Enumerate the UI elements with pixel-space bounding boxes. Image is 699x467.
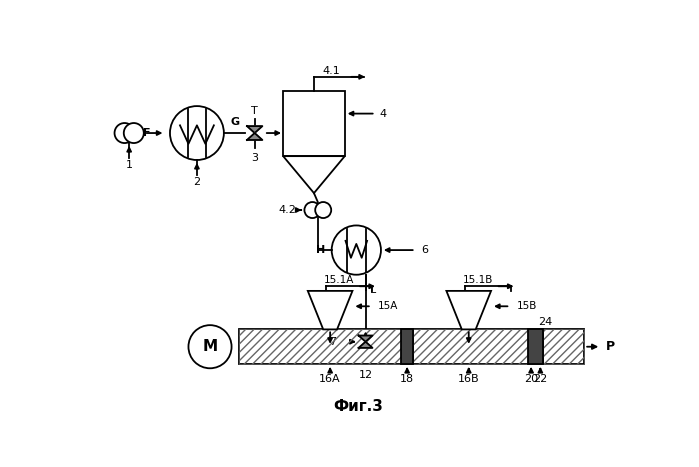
Text: 16A: 16A — [319, 375, 341, 384]
Text: L: L — [370, 285, 377, 295]
Text: 24: 24 — [538, 317, 552, 327]
Text: 15.1A: 15.1A — [324, 275, 354, 285]
Bar — [401, 329, 413, 364]
Text: P: P — [606, 340, 615, 353]
Text: 18: 18 — [400, 375, 415, 384]
Text: Фиг.3: Фиг.3 — [333, 399, 384, 414]
Text: 1: 1 — [126, 160, 133, 170]
Circle shape — [315, 202, 331, 218]
Circle shape — [115, 123, 134, 143]
Text: 15B: 15B — [517, 301, 537, 311]
Text: G: G — [231, 117, 240, 127]
Text: 20: 20 — [524, 375, 538, 384]
Text: 4: 4 — [380, 109, 387, 119]
Text: 15.1B: 15.1B — [463, 275, 493, 285]
Text: M: M — [203, 339, 217, 354]
Bar — [239, 329, 584, 364]
Text: 12: 12 — [359, 370, 373, 380]
Text: 15A: 15A — [378, 301, 398, 311]
Circle shape — [124, 123, 144, 143]
Text: T: T — [252, 106, 258, 116]
Text: 4.1: 4.1 — [322, 66, 340, 77]
Polygon shape — [247, 133, 262, 140]
Text: 3: 3 — [251, 153, 258, 163]
Bar — [239, 329, 584, 364]
Text: 2: 2 — [194, 177, 201, 186]
Circle shape — [170, 106, 224, 160]
Polygon shape — [447, 291, 491, 329]
Text: 7: 7 — [329, 337, 336, 347]
Text: 22: 22 — [533, 375, 547, 384]
Circle shape — [305, 202, 320, 218]
Polygon shape — [359, 342, 373, 348]
Text: 6: 6 — [421, 245, 428, 255]
Text: 4.2: 4.2 — [278, 205, 296, 215]
Text: 16B: 16B — [458, 375, 480, 384]
Circle shape — [189, 325, 231, 368]
Circle shape — [331, 226, 381, 275]
Polygon shape — [308, 291, 352, 329]
Text: F: F — [143, 128, 150, 138]
Bar — [528, 329, 543, 364]
Polygon shape — [359, 336, 373, 342]
Bar — [283, 91, 345, 156]
Text: H: H — [316, 245, 326, 255]
Polygon shape — [247, 126, 262, 133]
Polygon shape — [283, 156, 345, 193]
